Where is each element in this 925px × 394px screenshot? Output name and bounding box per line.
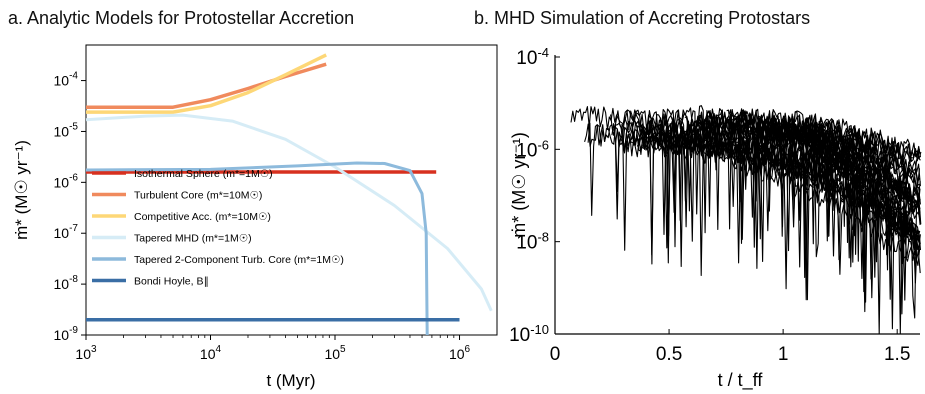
panel-a-chart: 103 104 105 106 10-9 10-8 10-7 10-6 10-5 10-4 Iso… — [12, 44, 498, 390]
panel-b-series-line-35 — [693, 109, 921, 209]
panel-a-legend-entry-3: Competitive Acc. (m*=10M☉) — [134, 211, 271, 223]
panel-a-x-axis-label: t (Myr) — [266, 371, 315, 390]
panel-b-x-tick-label-2: 1 — [778, 344, 789, 365]
panel-a-y-tick-label-4: 10-5 — [54, 121, 79, 139]
panel-a-y-tick-label-2: 10-7 — [54, 223, 79, 241]
panel-b-series-line-31 — [804, 114, 921, 256]
panel-a-series-group — [85, 53, 493, 336]
panel-a-y-tick-label-3: 10-6 — [54, 172, 79, 190]
panel-a-x-tick-label-1: 104 — [200, 344, 222, 362]
panel-a-y-tick-label-5: 10-4 — [54, 71, 79, 89]
panel-a-y-tick-label-0: 10-9 — [54, 325, 79, 343]
panel-a-plot-area — [85, 44, 498, 336]
panel-a-ticks-group: 103 104 105 106 10-9 10-8 10-7 10-6 10-5 10-4 — [54, 71, 471, 362]
panel-a-y-tick-label-1: 10-8 — [54, 274, 79, 292]
panel-a-legend: Isothermal Sphere (m*=1M☉) Turbulent Core… — [92, 168, 344, 288]
panel-a-series-line-4 — [85, 113, 493, 312]
panel-b-y-tick-label-1: 10-8 — [516, 230, 549, 254]
panel-a-x-tick-label-2: 105 — [324, 344, 346, 362]
panel-b-x-tick-label-1: 0.5 — [656, 344, 682, 365]
panel-a-series-line-5 — [85, 161, 429, 336]
panel-b-y-tick-label-3: 10-4 — [516, 45, 549, 69]
panel-a-legend-entry-5: Tapered 2-Component Turb. Core (m*=1M☉) — [134, 254, 344, 266]
panel-a-title: a. Analytic Models for Protostellar Accr… — [8, 8, 355, 28]
panel-b-x-axis-label: t / t_ff — [718, 370, 764, 391]
panel-b-ticks-group: 0 0.5 1 1.5 10-10 10-8 10-6 10-4 — [509, 45, 910, 365]
panel-a-legend-entry-2: Turbulent Core (m*=10M☉) — [134, 190, 262, 202]
panel-a-y-axis-label: ṁ* (M☉ yr⁻¹) — [12, 140, 31, 240]
panel-b-series-line-36 — [728, 113, 921, 335]
panel-a-legend-entry-4: Tapered MHD (m*=1M☉) — [134, 233, 252, 245]
panel-b-y-tick-label-2: 10-6 — [516, 137, 549, 161]
panel-a-series-line-2 — [86, 62, 327, 109]
panel-a-x-tick-label-3: 106 — [449, 344, 471, 362]
panel-a-series-line-3 — [86, 53, 327, 114]
panel-b-title: b. MHD Simulation of Accreting Protostar… — [474, 8, 811, 28]
panel-b-y-tick-label-0: 10-10 — [509, 322, 549, 346]
panel-a-legend-entry-1: Isothermal Sphere (m*=1M☉) — [134, 168, 273, 180]
panel-b-x-tick-label-0: 0 — [550, 344, 561, 365]
panel-b-chart: 0 0.5 1 1.5 10-10 10-8 10-6 10-4 t / t_ff ṁ* (M… — [509, 45, 922, 391]
panel-b-y-axis-label: ṁ* (M☉ yr⁻¹) — [509, 132, 529, 238]
panel-b-series-group — [570, 105, 922, 335]
panel-a-x-tick-label-0: 103 — [75, 344, 97, 362]
panel-a-legend-entry-6: Bondi Hoyle, B∥ — [134, 276, 209, 288]
panel-b-x-tick-label-3: 1.5 — [884, 344, 910, 365]
